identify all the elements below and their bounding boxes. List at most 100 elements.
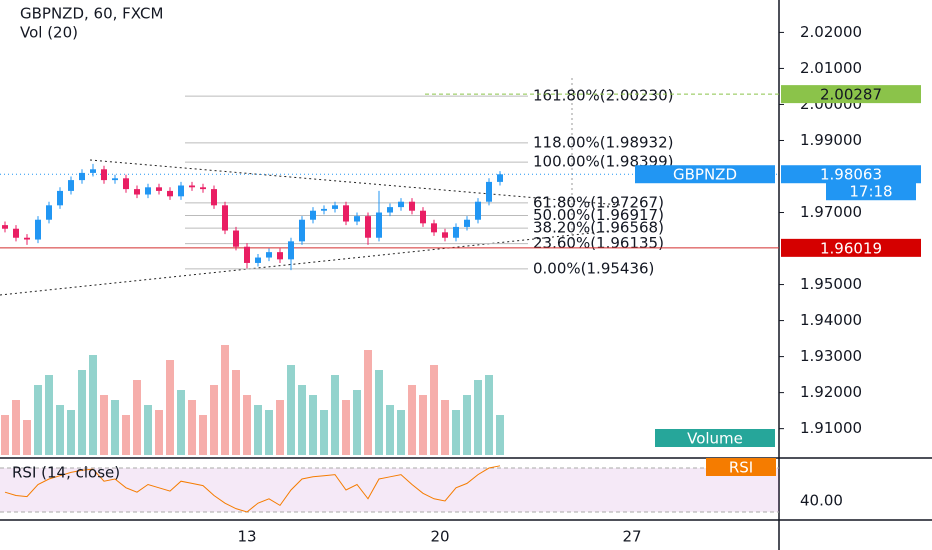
candle-body	[354, 216, 360, 222]
candle-body	[266, 252, 272, 258]
volume-bar	[408, 385, 416, 455]
price-tick-label: 1.93000	[800, 347, 862, 365]
volume-bar	[320, 410, 328, 455]
countdown-tag: 17:18	[849, 183, 892, 201]
volume-bar	[144, 405, 152, 455]
volume-bar	[1, 415, 9, 455]
fib-label: 23.60%(1.96135)	[533, 234, 664, 252]
price-tick-label: 1.97000	[800, 203, 862, 221]
candle-body	[189, 185, 195, 188]
volume-bar	[265, 410, 273, 455]
candle-body	[178, 185, 184, 197]
rsi-tag: RSI	[729, 459, 753, 477]
fib-label: 161.80%(2.00230)	[533, 87, 673, 105]
candle-body	[321, 208, 327, 211]
volume-bar	[430, 365, 438, 455]
candle-body	[90, 169, 96, 173]
candle-body	[299, 219, 305, 242]
volume-bar	[188, 400, 196, 455]
candle-body	[123, 178, 129, 190]
alert-tag: 2.00287	[820, 86, 882, 104]
candle-body	[453, 226, 459, 238]
candle-body	[211, 189, 217, 206]
candle-body	[79, 172, 85, 181]
candle-body	[277, 252, 283, 260]
volume-bar	[89, 355, 97, 455]
symbol-title: GBPNZD, 60, FXCM	[20, 5, 163, 23]
candle-body	[420, 210, 426, 224]
candle-body	[68, 180, 74, 191]
fib-label: 0.00%(1.95436)	[533, 259, 654, 277]
candle-body	[255, 257, 261, 263]
volume-bar	[122, 415, 130, 455]
candle-body	[35, 219, 41, 240]
candle-body	[200, 187, 206, 190]
volume-bar	[111, 400, 119, 455]
rsi-band	[0, 468, 779, 512]
candle-body	[145, 187, 151, 195]
candle-body	[310, 210, 316, 220]
countdown-tag-box	[826, 182, 916, 201]
volume-bar	[45, 375, 53, 455]
volume-bar	[485, 375, 493, 455]
symbol-tag-box	[635, 165, 775, 184]
rsi-line	[4, 465, 501, 513]
symbol-tag: GBPNZD	[673, 166, 737, 184]
volume-bar	[287, 365, 295, 455]
volume-bar	[12, 400, 20, 455]
fib-label: 61.80%(1.97267)	[533, 193, 664, 211]
time-label: 13	[237, 528, 256, 546]
volume-bar	[155, 410, 163, 455]
volume-bar	[210, 385, 218, 455]
volume-bar	[23, 420, 31, 455]
candle-body	[233, 230, 239, 247]
candle-body	[409, 201, 415, 211]
candle-body	[376, 212, 382, 238]
volume-bar	[67, 410, 75, 455]
price-tick-label: 1.99000	[800, 131, 862, 149]
time-label: 27	[622, 528, 641, 546]
volume-bar	[177, 390, 185, 455]
volume-bar	[298, 385, 306, 455]
volume-bar	[221, 345, 229, 455]
volume-bar	[133, 380, 141, 455]
volume-bar	[397, 410, 405, 455]
volume-bar	[309, 395, 317, 455]
volume-tag-box	[655, 429, 775, 447]
candle-body	[222, 205, 228, 231]
fib-label: 38.20%(1.96568)	[533, 219, 664, 237]
candle-body	[387, 207, 393, 213]
candle-body	[442, 232, 448, 238]
volume-tag: Volume	[687, 430, 743, 448]
rsi-title: RSI (14, close)	[12, 464, 120, 482]
volume-bar	[166, 360, 174, 455]
volume-bar	[342, 400, 350, 455]
candle-body	[57, 190, 63, 206]
volume-bar	[34, 385, 42, 455]
rsi-tick-label: 40.00	[800, 491, 843, 509]
line-tag: 1.96019	[820, 239, 882, 257]
price-tick-label: 1.92000	[800, 383, 862, 401]
volume-bar	[375, 370, 383, 455]
volume-bar	[254, 405, 262, 455]
candle-body	[46, 205, 52, 220]
volume-bar	[100, 395, 108, 455]
candle-body	[288, 241, 294, 260]
price-tick-label: 1.94000	[800, 311, 862, 329]
candle-body	[475, 201, 481, 220]
price-tick-label: 2.01000	[800, 59, 862, 77]
candle-body	[431, 223, 437, 233]
trendline	[89, 159, 621, 206]
volume-bar	[243, 395, 251, 455]
price-tick-label: 1.95000	[800, 275, 862, 293]
candle-body	[24, 237, 30, 240]
alert-tag-box	[781, 85, 921, 104]
volume-bar	[78, 370, 86, 455]
time-label: 20	[430, 528, 449, 546]
volume-bar	[419, 395, 427, 455]
candle-body	[156, 187, 162, 191]
candle-body	[365, 216, 371, 238]
candle-body	[486, 181, 492, 202]
volume-bar	[232, 370, 240, 455]
